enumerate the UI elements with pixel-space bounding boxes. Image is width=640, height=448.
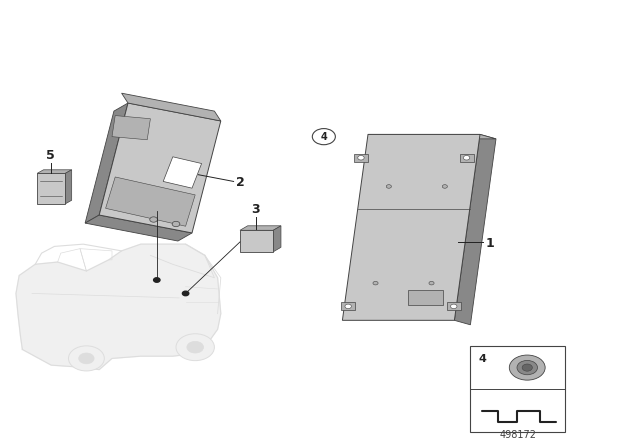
Circle shape	[182, 291, 189, 296]
Polygon shape	[122, 93, 221, 121]
Polygon shape	[65, 170, 72, 204]
Text: 2: 2	[236, 176, 244, 190]
Circle shape	[150, 217, 157, 222]
Text: 5: 5	[46, 149, 55, 162]
Circle shape	[358, 155, 364, 160]
Circle shape	[442, 185, 447, 188]
Circle shape	[451, 304, 457, 309]
Text: 3: 3	[251, 203, 259, 216]
Circle shape	[517, 361, 538, 375]
Polygon shape	[112, 116, 150, 140]
Polygon shape	[37, 170, 72, 173]
Polygon shape	[99, 103, 221, 233]
Circle shape	[522, 364, 532, 371]
Text: 498172: 498172	[500, 430, 537, 440]
Circle shape	[373, 281, 378, 285]
Circle shape	[429, 281, 434, 285]
Circle shape	[68, 346, 104, 371]
Circle shape	[154, 278, 160, 282]
Polygon shape	[85, 215, 192, 241]
Polygon shape	[368, 134, 496, 139]
Circle shape	[509, 355, 545, 380]
Text: 4: 4	[478, 354, 486, 364]
Circle shape	[463, 155, 470, 160]
Bar	[341, 302, 355, 310]
Polygon shape	[342, 134, 480, 320]
Polygon shape	[454, 134, 496, 325]
Text: 1: 1	[485, 237, 494, 250]
Circle shape	[387, 185, 392, 188]
Bar	[470, 346, 565, 432]
Bar	[460, 154, 474, 162]
Bar	[240, 230, 273, 252]
Polygon shape	[163, 157, 202, 188]
Bar	[37, 173, 65, 204]
Bar	[354, 154, 368, 162]
Polygon shape	[85, 103, 128, 223]
Polygon shape	[16, 244, 221, 370]
Polygon shape	[240, 226, 281, 230]
Circle shape	[345, 304, 351, 309]
Circle shape	[187, 341, 204, 353]
Circle shape	[172, 221, 180, 227]
Bar	[408, 290, 443, 306]
Circle shape	[79, 353, 94, 364]
Bar	[447, 302, 461, 310]
Circle shape	[176, 334, 214, 361]
Circle shape	[312, 129, 335, 145]
Text: 4: 4	[321, 132, 327, 142]
Polygon shape	[273, 226, 281, 252]
Polygon shape	[106, 177, 195, 226]
